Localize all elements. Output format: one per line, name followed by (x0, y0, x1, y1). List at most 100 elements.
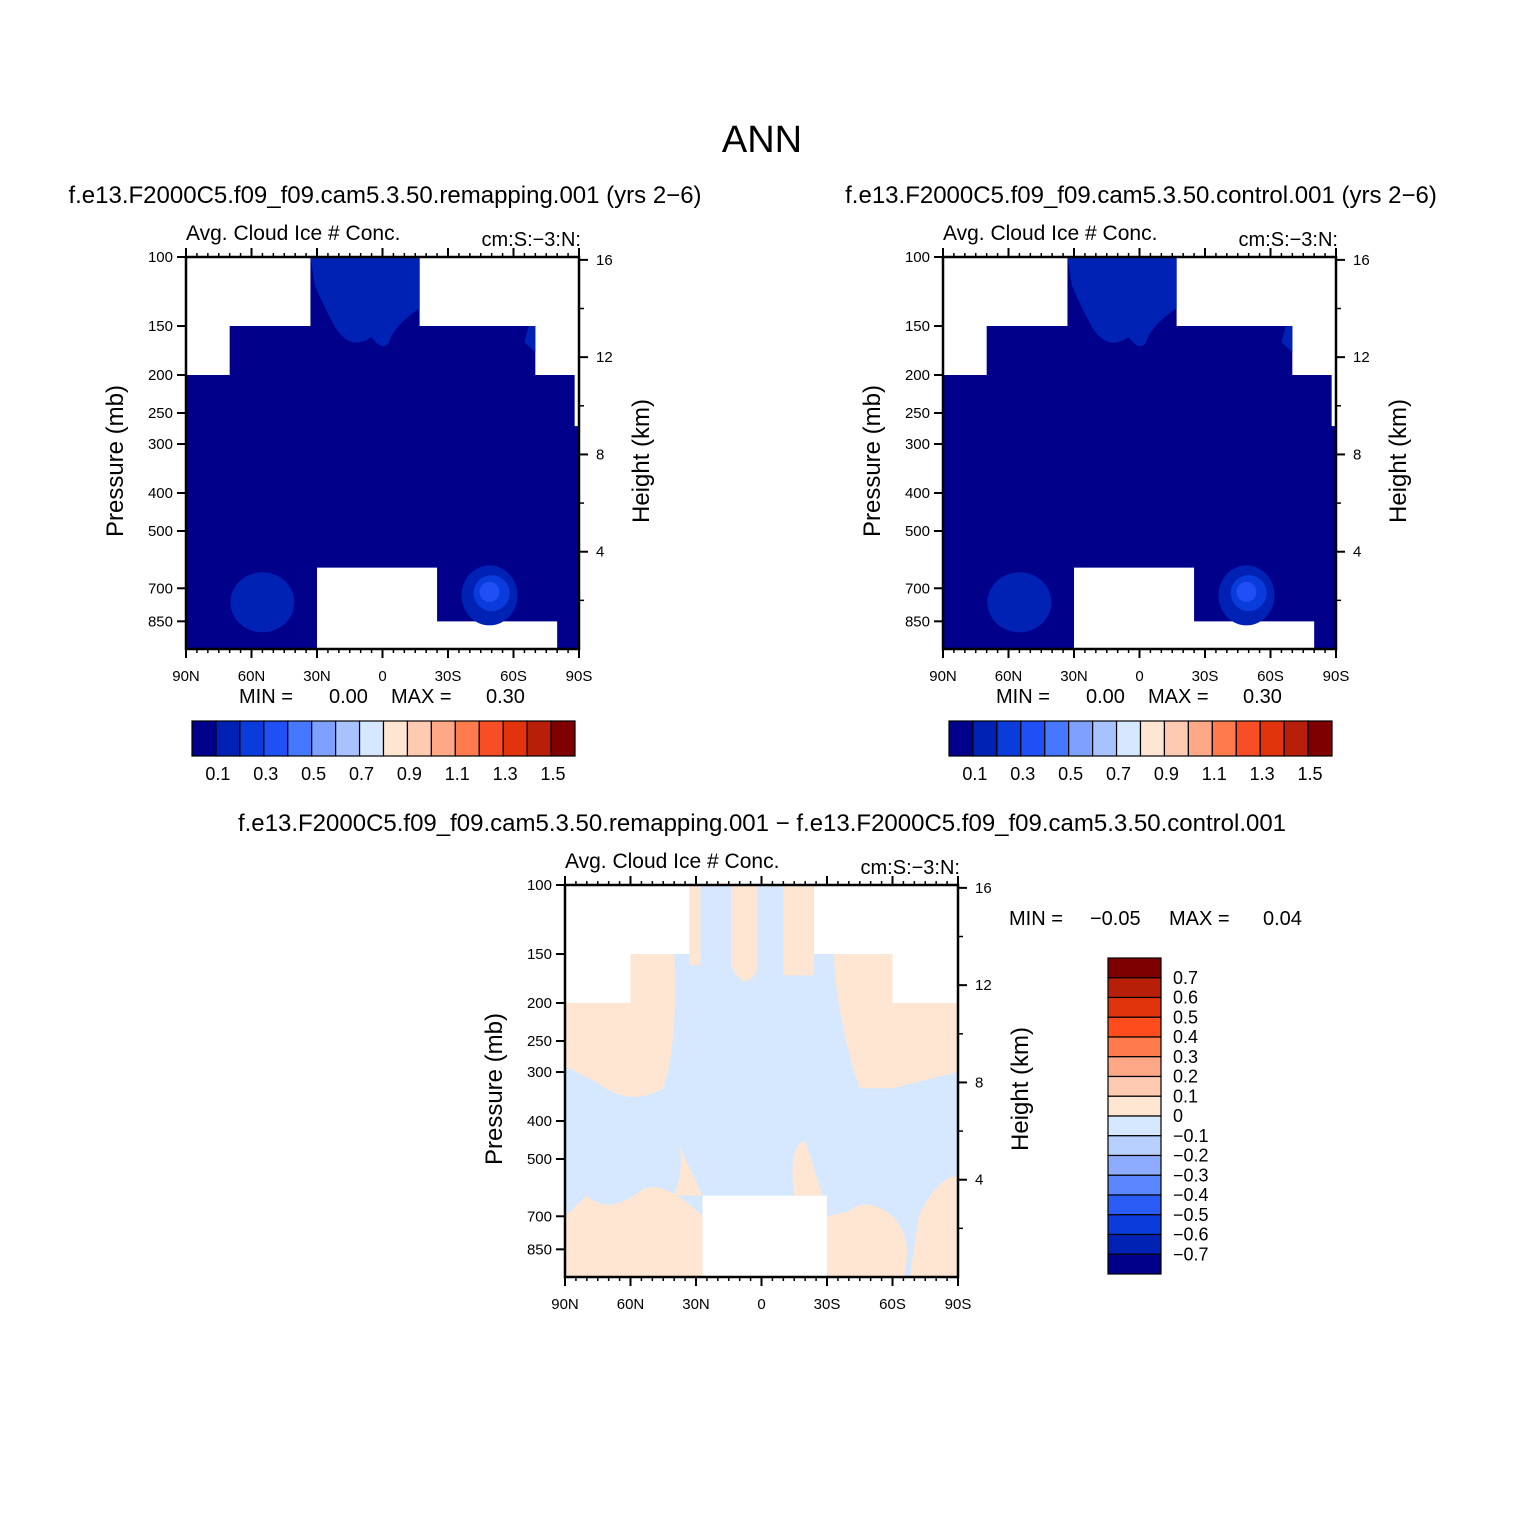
x-tick-label: 90N (551, 1296, 579, 1313)
colorbar-box (1107, 977, 1162, 999)
colorbar-box (1107, 996, 1162, 1018)
plot-units: cm:S:−3:N: (861, 857, 960, 879)
y-tick-label: 150 (527, 946, 552, 963)
y-right-tick-label: 16 (1353, 252, 1370, 269)
colorbar-box (550, 720, 576, 757)
field-region-pos-7 (909, 1175, 958, 1277)
colorbar-box (1107, 1075, 1162, 1097)
plot-units: cm:S:−3:N: (482, 229, 581, 251)
colorbar-label: 0.7 (1106, 764, 1131, 784)
colorbar-box (1307, 720, 1333, 757)
x-tick-label: 30S (814, 1296, 841, 1313)
colorbar-box (430, 720, 456, 757)
colorbar-box (972, 720, 998, 757)
colorbar-box (335, 720, 361, 757)
colorbar-box (1259, 720, 1285, 757)
colorbar-label: −0.5 (1173, 1205, 1209, 1225)
colorbar-box (1107, 1036, 1162, 1058)
colorbar-box (996, 720, 1022, 757)
colorbar-box (1107, 1174, 1162, 1196)
field-region-sh-peak (1236, 581, 1257, 602)
colorbar-box (1107, 1214, 1162, 1236)
colorbar-box (1163, 720, 1189, 757)
x-tick-label: 30N (303, 668, 331, 685)
colorbar: 0.70.60.50.40.30.20.10−0.1−0.2−0.3−0.4−0… (1107, 957, 1209, 1275)
max-value: 0.30 (1243, 686, 1282, 708)
y-tick-label: 400 (905, 485, 930, 502)
colorbar-box (1107, 1194, 1162, 1216)
y-tick-label: 200 (527, 995, 552, 1012)
colorbar-label: 0.5 (1058, 764, 1083, 784)
x-tick-label: 90S (1323, 668, 1350, 685)
colorbar-label: 0.3 (253, 764, 278, 784)
colorbar-box (287, 720, 313, 757)
y-tick-label: 300 (148, 436, 173, 453)
colorbar-box (1107, 1233, 1162, 1255)
colorbar-box (1107, 1253, 1162, 1275)
colorbar-label: 0.4 (1173, 1027, 1198, 1047)
case-title: f.e13.F2000C5.f09_f09.cam5.3.50.control.… (845, 182, 1437, 209)
x-tick-label: 90S (945, 1296, 972, 1313)
field-region-nh-blob (230, 572, 295, 633)
panel-remapping: f.e13.F2000C5.f09_f09.cam5.3.50.remappin… (68, 182, 701, 784)
colorbar-box (358, 720, 385, 757)
y-tick-label: 850 (527, 1241, 552, 1258)
y-tick-label: 150 (905, 318, 930, 335)
figure-title: ANN (722, 119, 802, 161)
panel-control: f.e13.F2000C5.f09_f09.cam5.3.50.control.… (845, 182, 1437, 784)
colorbar-box (191, 720, 217, 757)
colorbar-label: −0.6 (1173, 1225, 1209, 1245)
field-region-pos-5 (565, 1187, 703, 1277)
colorbar-box (1139, 720, 1166, 757)
plot-title: Avg. Cloud Ice # Conc. (943, 222, 1157, 245)
y-right-tick-label: 4 (1353, 544, 1361, 561)
colorbar-box (1187, 720, 1213, 757)
y-tick-label: 500 (905, 523, 930, 540)
colorbar-box (1283, 720, 1309, 757)
plot-units: cm:S:−3:N: (1239, 229, 1338, 251)
y-right-tick-label: 8 (1353, 446, 1361, 463)
x-tick-label: 30N (1060, 668, 1088, 685)
colorbar-box (1115, 720, 1142, 757)
colorbar-label: 1.5 (541, 764, 566, 784)
colorbar-label: 1.1 (445, 764, 470, 784)
x-tick-label: 60S (879, 1296, 906, 1313)
colorbar-box (478, 720, 504, 757)
max-label: MAX = (1148, 686, 1209, 708)
y-axis-right-label: Height (km) (1007, 1027, 1034, 1151)
colorbar-box (1235, 720, 1261, 757)
colorbar-box (1020, 720, 1046, 757)
y-tick-label: 500 (527, 1151, 552, 1168)
field-region-pos-3 (730, 885, 758, 982)
plot-title: Avg. Cloud Ice # Conc. (565, 850, 779, 873)
field-region-pos-8 (674, 1144, 703, 1196)
y-tick-label: 500 (148, 523, 173, 540)
y-tick-label: 250 (148, 405, 173, 422)
field-region-nh-blob (987, 572, 1052, 633)
y-tick-label: 850 (905, 613, 930, 630)
colorbar-box (454, 720, 480, 757)
y-tick-label: 100 (148, 249, 173, 266)
min-value: 0.00 (1086, 686, 1125, 708)
colorbar-label: 0.9 (1154, 764, 1179, 784)
y-axis-right-label: Height (km) (628, 399, 655, 523)
colorbar-label: 1.3 (1250, 764, 1275, 784)
y-tick-label: 250 (905, 405, 930, 422)
case-title: f.e13.F2000C5.f09_f09.cam5.3.50.remappin… (68, 182, 701, 209)
colorbar-box (1107, 1056, 1162, 1078)
y-right-tick-label: 12 (596, 349, 613, 366)
y-axis-label: Pressure (mb) (859, 385, 886, 537)
max-label: MAX = (1169, 908, 1230, 930)
colorbar-label: 0 (1173, 1106, 1183, 1126)
field-region-upper-max (1067, 257, 1177, 347)
colorbar-box (406, 720, 432, 757)
x-tick-label: 0 (1135, 668, 1143, 685)
colorbar-label: 0.1 (205, 764, 230, 784)
colorbar-label: 0.3 (1173, 1047, 1198, 1067)
y-tick-label: 250 (527, 1033, 552, 1050)
colorbar-label: 0.5 (1173, 1007, 1198, 1027)
field-region-pos-0 (565, 954, 676, 1097)
field-region-pos-1 (833, 954, 958, 1089)
x-tick-label: 60S (500, 668, 527, 685)
